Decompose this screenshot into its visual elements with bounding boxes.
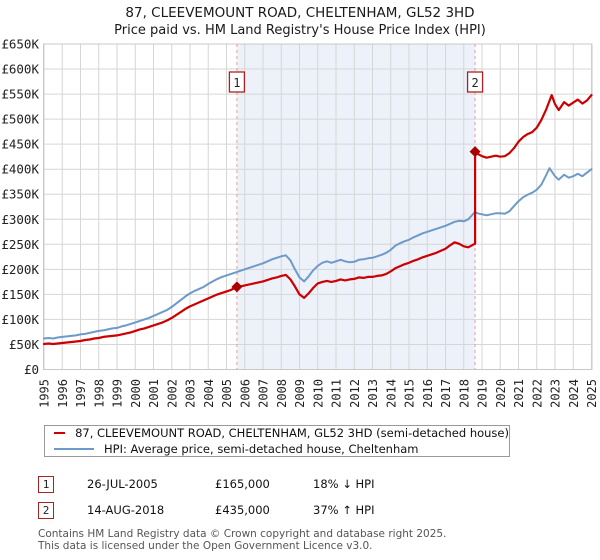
sale-1-flag-number: 1 [233, 76, 240, 90]
x-axis-tick-label: 2009 [293, 379, 307, 408]
sale-1-price: £165,000 [215, 477, 270, 491]
copyright-footer: Contains HM Land Registry data © Crown c… [38, 528, 447, 552]
y-axis-tick-label: £100K [1, 312, 39, 327]
y-axis-tick-label: £450K [1, 137, 39, 152]
x-axis-tick-label: 2010 [311, 379, 325, 408]
x-axis-tick-label: 2007 [257, 379, 271, 408]
footer-line-2: This data is licensed under the Open Gov… [38, 539, 373, 552]
x-axis-tick-label: 2004 [202, 379, 216, 408]
y-axis-tick-label: £650K [1, 37, 39, 52]
x-axis-tick-label: 1996 [56, 379, 70, 408]
sale-1-flag-box [228, 71, 246, 93]
sale-2-flag-box [466, 71, 484, 93]
legend-label-property: 87, CLEEVEMOUNT ROAD, CHELTENHAM, GL52 3… [75, 426, 509, 440]
legend-item-property: 87, CLEEVEMOUNT ROAD, CHELTENHAM, GL52 3… [54, 426, 509, 440]
x-axis-tick-label: 1995 [38, 379, 52, 408]
y-axis-tick-label: £50K [9, 337, 40, 352]
chart-legend: 87, CLEEVEMOUNT ROAD, CHELTENHAM, GL52 3… [44, 425, 510, 457]
x-axis-tick-label: 1998 [92, 379, 106, 408]
sale-2-number-badge: 2 [38, 502, 54, 519]
legend-swatch-hpi-line [54, 448, 94, 450]
y-axis-tick-label: £500K [1, 112, 39, 127]
y-axis-tick-label: £600K [1, 62, 39, 77]
footer-line-1: Contains HM Land Registry data © Crown c… [38, 528, 447, 540]
price-history-chart: £0 £50K £100K £150K £200K £250K £300K £350K £400… [1, 37, 599, 408]
y-axis-tick-label: £200K [1, 262, 39, 277]
sale-2-hpi-relation: 37% ↑ HPI [313, 503, 375, 517]
sale-2-diamond-marker [469, 146, 481, 158]
sale-1-diamond-marker [231, 281, 243, 293]
page-title: 87, CLEEVEMOUNT ROAD, CHELTENHAM, GL52 3… [125, 5, 475, 21]
x-axis-tick-label: 2006 [238, 379, 252, 408]
sale-1-date: 26-JUL-2005 [87, 477, 158, 491]
y-axis-tick-label: £150K [1, 287, 39, 302]
x-axis-tick-label: 2014 [384, 379, 398, 408]
x-axis-tick-label: 2015 [403, 379, 417, 408]
sale-row-1: 1 26-JUL-2005 £165,000 18% ↓ HPI [0, 476, 600, 494]
property-price-line [42, 93, 593, 346]
sale-row-2: 2 14-AUG-2018 £435,000 37% ↑ HPI [0, 502, 600, 520]
sale-2-flag-number: 2 [471, 76, 478, 90]
x-axis-tick-label: 2016 [421, 379, 435, 408]
x-axis-tick-label: 1997 [74, 379, 88, 408]
x-axis-tick-label: 2022 [530, 379, 544, 408]
x-axis-tick-label: 2019 [476, 379, 490, 408]
hpi-line [43, 167, 593, 340]
x-axis-tick-label: 2000 [129, 379, 143, 408]
ownership-period-band [236, 44, 476, 370]
sale-1-number-badge: 1 [38, 476, 54, 493]
x-axis-tick-label: 2003 [184, 379, 198, 408]
y-axis-tick-label: £0 [24, 362, 39, 377]
x-axis-tick-label: 2017 [439, 379, 453, 408]
x-axis-tick-label: 2024 [567, 379, 581, 408]
x-axis-tick-label: 2011 [330, 379, 344, 408]
x-axis-tick-label: 2020 [494, 379, 508, 408]
x-axis-tick-label: 2005 [220, 379, 234, 408]
x-axis-tick-label: 2025 [585, 379, 599, 408]
plot-border [43, 43, 593, 370]
y-axis-tick-label: £400K [1, 162, 39, 177]
sale-2-date: 14-AUG-2018 [87, 503, 165, 517]
y-axis-tick-label: £300K [1, 212, 39, 227]
legend-swatch-property-line [54, 432, 66, 434]
x-axis-tick-label: 2018 [457, 379, 471, 408]
x-axis-tick-label: 2023 [549, 379, 563, 408]
sale-2-price: £435,000 [215, 503, 270, 517]
y-axis-tick-label: £550K [1, 87, 39, 102]
legend-label-hpi: HPI: Average price, semi-detached house,… [104, 442, 419, 456]
page-subtitle: Price paid vs. HM Land Registry's House … [114, 23, 486, 38]
legend-item-hpi: HPI: Average price, semi-detached house,… [54, 442, 509, 456]
x-axis-tick-label: 2012 [348, 379, 362, 408]
x-axis-tick-label: 2013 [366, 379, 380, 408]
x-axis-tick-label: 1999 [111, 379, 125, 408]
y-axis-tick-label: £350K [1, 187, 39, 202]
x-axis-tick-label: 2001 [147, 379, 161, 408]
x-axis-tick-label: 2008 [275, 379, 289, 408]
x-axis-tick-label: 2002 [165, 379, 179, 408]
sale-1-hpi-relation: 18% ↓ HPI [313, 477, 375, 491]
x-axis-tick-label: 2021 [512, 379, 526, 408]
y-axis-tick-label: £250K [1, 237, 39, 252]
